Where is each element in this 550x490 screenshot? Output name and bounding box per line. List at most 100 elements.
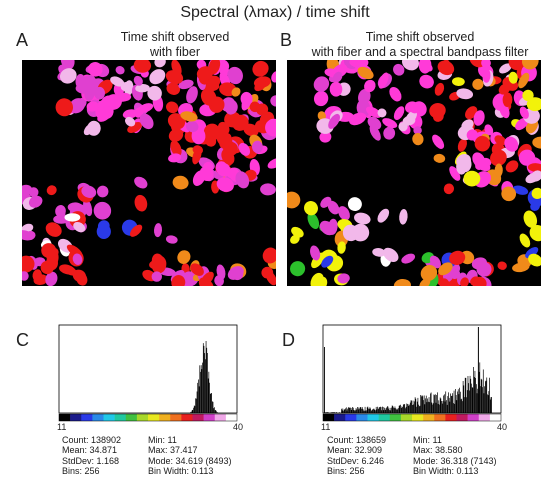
cell-marker: [25, 230, 36, 241]
stat-count: Count: 138659: [327, 435, 387, 445]
cell-map-b: [287, 60, 541, 286]
cell-marker: [252, 60, 269, 77]
cell-marker: [402, 115, 416, 126]
x-tick-label-min: 11: [57, 422, 66, 432]
caption-b-line2: with fiber and a spectral bandpass filte…: [311, 45, 529, 59]
cell-marker: [178, 79, 194, 90]
colorbar-segment: [125, 414, 138, 421]
cell-marker: [147, 85, 162, 101]
cell-marker: [349, 60, 367, 68]
colorbar-segment: [114, 414, 127, 421]
cell-marker: [76, 272, 88, 286]
stat-bins: Bins: 256: [327, 466, 365, 477]
cell-marker: [168, 153, 182, 163]
cell-marker: [429, 255, 441, 269]
cell-marker: [215, 161, 231, 177]
cell-marker: [482, 67, 491, 83]
cell-marker: [81, 185, 97, 198]
cell-marker: [497, 261, 507, 270]
colorbar-segment: [70, 414, 82, 421]
cell-marker: [383, 247, 399, 262]
cell-marker: [185, 120, 199, 133]
cell-marker: [110, 76, 125, 87]
cell-marker: [28, 195, 43, 208]
cell-marker: [73, 221, 86, 233]
stat-binwidth: Bin Width: 0.113: [413, 466, 479, 477]
cell-marker: [494, 135, 507, 146]
cell-marker: [401, 253, 416, 264]
cell-marker: [481, 60, 491, 68]
cell-marker: [186, 86, 198, 104]
cell-marker: [217, 121, 230, 135]
cell-marker: [232, 269, 244, 281]
cell-marker: [262, 247, 276, 264]
cell-marker: [311, 252, 325, 269]
figure-title: Spectral (λmax) / time shift: [180, 4, 370, 21]
cell-marker: [304, 201, 318, 216]
colorbar-segment: [214, 414, 227, 421]
cell-marker: [95, 103, 111, 121]
colorbar-segment: [489, 414, 502, 421]
stat-bins: Bins: 256: [62, 466, 100, 477]
cell-marker: [287, 191, 301, 209]
cell-marker: [177, 250, 191, 264]
cell-marker: [219, 133, 232, 149]
cell-marker: [75, 74, 86, 89]
cell-marker: [522, 89, 534, 102]
cell-marker: [525, 247, 539, 259]
x-tick-label-min: 11: [321, 422, 330, 432]
cell-marker: [199, 166, 214, 182]
cell-marker: [139, 113, 154, 130]
cell-marker: [365, 106, 382, 118]
cell-marker: [456, 88, 474, 100]
colorbar-frame: [58, 413, 238, 422]
cell-marker: [378, 72, 389, 89]
colorbar-segment: [92, 414, 104, 421]
cell-marker: [389, 86, 402, 102]
cell-marker: [94, 86, 106, 100]
cell-marker: [133, 75, 143, 86]
histogram-c-svg: 11 40: [57, 324, 243, 432]
cell-marker: [449, 166, 461, 181]
cell-marker: [137, 103, 154, 113]
cell-marker: [434, 82, 445, 96]
colorbar-segment: [400, 414, 413, 421]
cell-marker: [377, 208, 390, 223]
cell-marker: [508, 71, 518, 84]
cell-marker: [358, 88, 371, 105]
stat-binwidth: Bin Width: 0.113: [148, 466, 214, 477]
cell-marker: [32, 269, 42, 281]
cell-marker: [251, 140, 263, 153]
cell-marker: [532, 136, 541, 149]
cell-marker: [337, 273, 350, 284]
cell-marker: [83, 198, 93, 217]
cell-marker: [327, 200, 340, 215]
cell-marker: [490, 149, 507, 167]
cell-marker: [22, 271, 29, 281]
cell-marker: [531, 187, 541, 200]
cell-marker: [267, 158, 276, 169]
microscopy-image-b: [287, 60, 541, 286]
cell-marker: [347, 197, 362, 212]
cell-marker: [498, 83, 511, 95]
cell-marker: [457, 138, 467, 152]
cell-marker: [328, 113, 340, 129]
cell-marker: [439, 278, 450, 286]
cell-marker: [203, 123, 221, 141]
cell-marker: [271, 71, 276, 83]
panel-letter-c: C: [16, 330, 29, 350]
cell-marker: [171, 60, 182, 76]
cell-marker: [166, 82, 181, 95]
cell-marker: [166, 101, 179, 114]
cell-marker: [433, 153, 446, 163]
panel-letter-b: B: [280, 30, 293, 50]
colorbar-segment: [356, 414, 368, 421]
cell-marker: [134, 176, 148, 189]
histogram-d: 11 40: [321, 323, 507, 433]
colorbar-segment: [192, 414, 204, 421]
cell-marker: [55, 98, 74, 117]
colorbar-segment: [367, 414, 379, 421]
cell-marker: [125, 116, 136, 127]
colorbar-segment: [412, 414, 424, 421]
cell-marker: [224, 99, 238, 115]
